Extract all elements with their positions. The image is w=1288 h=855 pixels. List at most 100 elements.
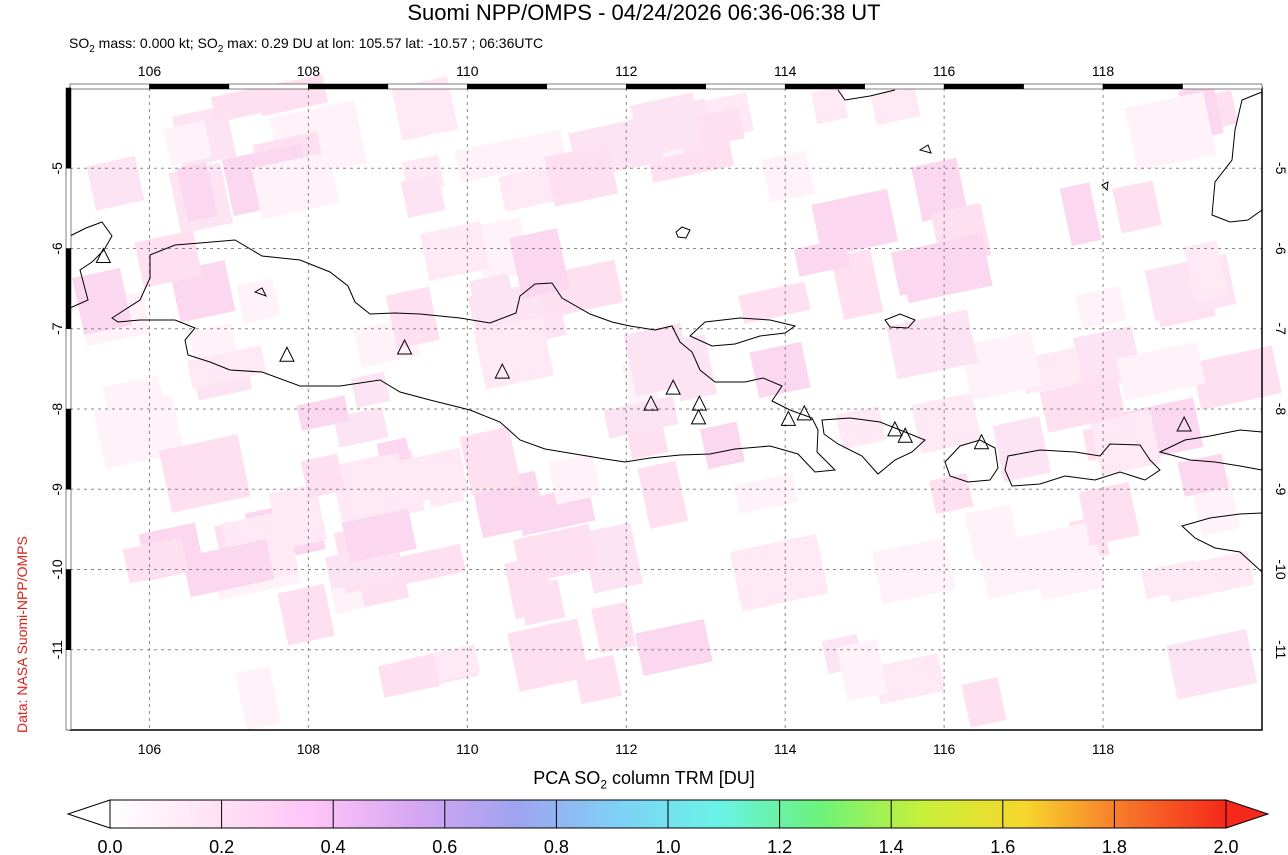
- so2-pixel: [630, 92, 704, 158]
- lon-tick-bottom: 116: [933, 741, 956, 757]
- so2-pixel: [699, 421, 745, 470]
- volcano-icon: [396, 338, 413, 355]
- lon-tick-bottom: 118: [1092, 741, 1115, 757]
- so2-pixel: [398, 447, 469, 505]
- madura-coastline: [689, 317, 797, 347]
- frame-bar-left: [65, 569, 72, 650]
- lat-tick-left: -5: [49, 162, 65, 175]
- volcano-icon: [494, 362, 511, 379]
- bali-coastline: [821, 417, 926, 475]
- frame-bar-top: [1023, 83, 1104, 90]
- lat-tick-right: -9: [1273, 483, 1288, 496]
- colorbar-tick-label: 0.2: [209, 837, 234, 855]
- lat-tick-right: -11: [1273, 640, 1288, 659]
- lat-tick-right: -7: [1273, 323, 1288, 336]
- so2-pixel: [811, 188, 899, 258]
- frame-bar-left: [65, 168, 72, 249]
- lat-tick-right: -6: [1273, 242, 1288, 255]
- frame-bar-left: [65, 489, 72, 570]
- so2-pixel: [182, 539, 275, 598]
- so2-pixel: [581, 522, 644, 594]
- lon-tick-top: 116: [933, 63, 956, 79]
- lon-tick-bottom: 110: [456, 741, 479, 757]
- so2-pixel: [872, 653, 946, 705]
- frame-bar-left: [65, 87, 72, 169]
- axis-ticks: 106 106 108 108 110 110 112 112 114 114 116 116 118 1…: [49, 63, 1288, 757]
- so2-pixel: [623, 322, 694, 397]
- volcano-icon: [780, 410, 797, 426]
- volcano-icon: [95, 247, 112, 264]
- so2-pixel: [498, 166, 556, 212]
- so2-pixel: [210, 81, 293, 123]
- so2-pixel: [122, 537, 189, 584]
- volcano-icon: [665, 379, 681, 395]
- so2-pixel: [961, 677, 1007, 728]
- so2-pixel: [102, 375, 168, 434]
- colorbar-tick-label: 0.4: [321, 837, 346, 855]
- so2-pixel: [360, 452, 404, 487]
- frame-bar-top: [943, 83, 1024, 90]
- map-subtitle: SO2 mass: 0.000 kt; SO2 max: 0.29 DU at …: [69, 35, 544, 55]
- so2-pixel: [544, 143, 619, 207]
- so2-pixel: [1124, 91, 1217, 171]
- so2-pixel: [419, 221, 490, 281]
- bawean-coastline: [675, 226, 691, 239]
- lon-tick-bottom: 114: [774, 741, 797, 757]
- frame-bar-top: [784, 83, 865, 90]
- so2-pixel: [1075, 286, 1127, 330]
- karimunjawa-coastline: [253, 287, 268, 297]
- so2-pixel: [1163, 550, 1255, 603]
- so2-pixel: [1116, 341, 1206, 401]
- volcano-icon: [897, 427, 914, 443]
- colorbar-max-arrow: [1225, 799, 1270, 829]
- lombok-coastline: [944, 439, 999, 483]
- so2-pixel: [186, 345, 267, 389]
- so2-pixel: [992, 416, 1052, 483]
- so2-pixel: [1078, 481, 1140, 546]
- so2-pixel: [836, 638, 888, 702]
- lat-tick-left: -9: [49, 483, 65, 496]
- so2-pixel: [392, 543, 466, 586]
- lon-tick-top: 118: [1092, 63, 1115, 79]
- so2-pixel: [977, 531, 1065, 600]
- so2-pixel: [268, 483, 328, 550]
- so2-pixel: [377, 654, 440, 698]
- lat-tick-right: -10: [1273, 559, 1288, 579]
- colorbar-tick-label: 0.6: [432, 837, 457, 855]
- so2-pixel: [960, 331, 1043, 401]
- frame-bar-top: [149, 83, 230, 90]
- volcano-markers: [95, 247, 1192, 450]
- lon-tick-bottom: 106: [138, 741, 162, 757]
- so2-pixel: [911, 157, 968, 222]
- volcano-icon: [643, 395, 659, 411]
- frame-bar-top: [546, 83, 627, 90]
- java-coastline: [111, 239, 837, 473]
- lat-tick-left: -7: [49, 322, 65, 335]
- so2-pixel: [385, 286, 441, 349]
- so2-pixel: [72, 267, 133, 335]
- frame-bar-top: [228, 83, 309, 90]
- so2-pixel: [1191, 345, 1282, 411]
- so2-pixel: [1183, 240, 1228, 303]
- colorbar-tick-label: 1.4: [879, 837, 904, 855]
- frame-bar-top: [864, 83, 945, 90]
- so2-pixel: [729, 533, 829, 612]
- so2-pixel: [547, 453, 602, 505]
- so2-pixel: [733, 473, 798, 514]
- so2-pixel: [504, 555, 556, 620]
- so2-pixel: [870, 86, 921, 126]
- volcano-icon: [279, 346, 295, 362]
- frame-bar-top: [467, 83, 548, 90]
- so2-pixel: [158, 434, 251, 513]
- frame-bar-left: [65, 328, 72, 410]
- so2-pixel: [341, 508, 417, 563]
- so2-pixel: [391, 76, 459, 141]
- so2-pixel: [886, 309, 979, 380]
- lat-tick-right: -5: [1273, 162, 1288, 175]
- graticule: [70, 88, 1262, 730]
- colorbar-label: PCA SO2 column TRM [DU]: [533, 768, 755, 792]
- volcano-icon: [887, 420, 903, 437]
- kalimantan-coastline: [837, 89, 896, 101]
- so2-pixel: [603, 395, 679, 439]
- frame-bar-top: [69, 83, 150, 90]
